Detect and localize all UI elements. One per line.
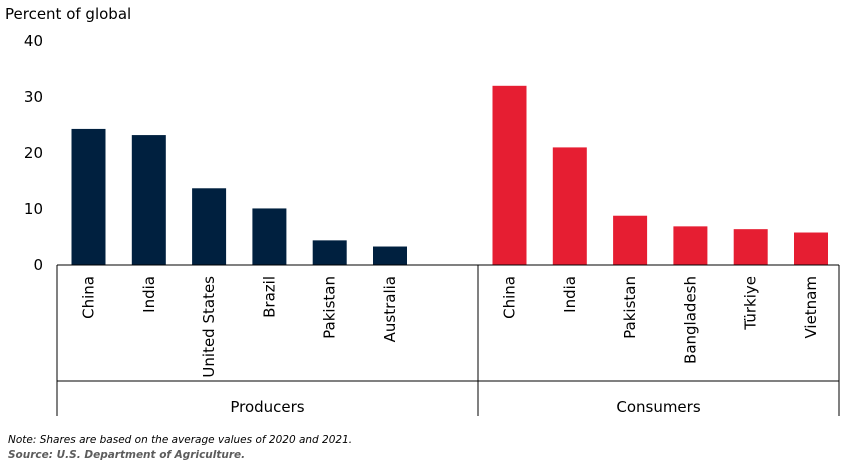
y-tick-label: 40 bbox=[24, 32, 43, 50]
bar bbox=[131, 135, 166, 265]
chart-note: Note: Shares are based on the average va… bbox=[8, 434, 353, 446]
source-text: U.S. Department of Agriculture. bbox=[52, 449, 246, 461]
category-label: Australia bbox=[381, 276, 399, 342]
chart-canvas: Percent of global 0 10 20 30 40 China India Un… bbox=[5, 5, 840, 416]
category-labels: China India United States Brazil Pakistan Aus… bbox=[80, 276, 821, 378]
y-tick-label: 30 bbox=[24, 88, 43, 106]
group-label: Producers bbox=[230, 398, 304, 416]
category-label: India bbox=[561, 276, 579, 313]
bar bbox=[373, 246, 407, 265]
group-label: Consumers bbox=[616, 398, 700, 416]
bar bbox=[733, 229, 768, 265]
chart-source: Source: U.S. Department of Agriculture. bbox=[8, 449, 245, 461]
bar bbox=[613, 215, 648, 265]
bar bbox=[673, 226, 708, 265]
category-label: Türkiye bbox=[742, 276, 760, 331]
category-label: Bangladesh bbox=[681, 276, 699, 364]
y-axis-label: Percent of global bbox=[5, 5, 131, 23]
category-label: India bbox=[140, 276, 158, 313]
category-label: China bbox=[501, 276, 519, 319]
bar bbox=[192, 188, 227, 265]
y-axis-ticks: 0 10 20 30 40 bbox=[24, 32, 43, 274]
bars bbox=[71, 85, 828, 265]
bar bbox=[252, 208, 287, 265]
y-tick-label: 0 bbox=[33, 256, 43, 274]
category-label: Pakistan bbox=[321, 276, 339, 339]
category-label: Pakistan bbox=[621, 276, 639, 339]
category-label: Vietnam bbox=[802, 276, 820, 339]
bar bbox=[552, 147, 587, 265]
bar bbox=[71, 128, 106, 265]
bar bbox=[794, 232, 828, 265]
category-label: United States bbox=[200, 276, 218, 378]
y-tick-label: 10 bbox=[24, 200, 43, 218]
bar bbox=[492, 85, 527, 265]
category-label: China bbox=[80, 276, 98, 319]
axis-frame bbox=[56, 264, 840, 416]
source-label: Source: bbox=[8, 449, 53, 461]
category-label: Brazil bbox=[260, 276, 278, 318]
group-labels: Producers Consumers bbox=[230, 398, 700, 416]
y-tick-label: 20 bbox=[24, 144, 43, 162]
bar bbox=[312, 240, 347, 265]
